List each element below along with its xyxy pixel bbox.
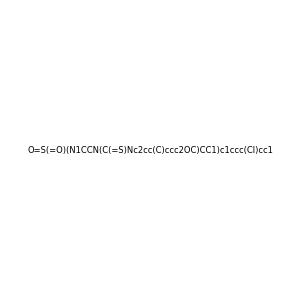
- Text: O=S(=O)(N1CCN(C(=S)Nc2cc(C)ccc2OC)CC1)c1ccc(Cl)cc1: O=S(=O)(N1CCN(C(=S)Nc2cc(C)ccc2OC)CC1)c1…: [27, 146, 273, 154]
